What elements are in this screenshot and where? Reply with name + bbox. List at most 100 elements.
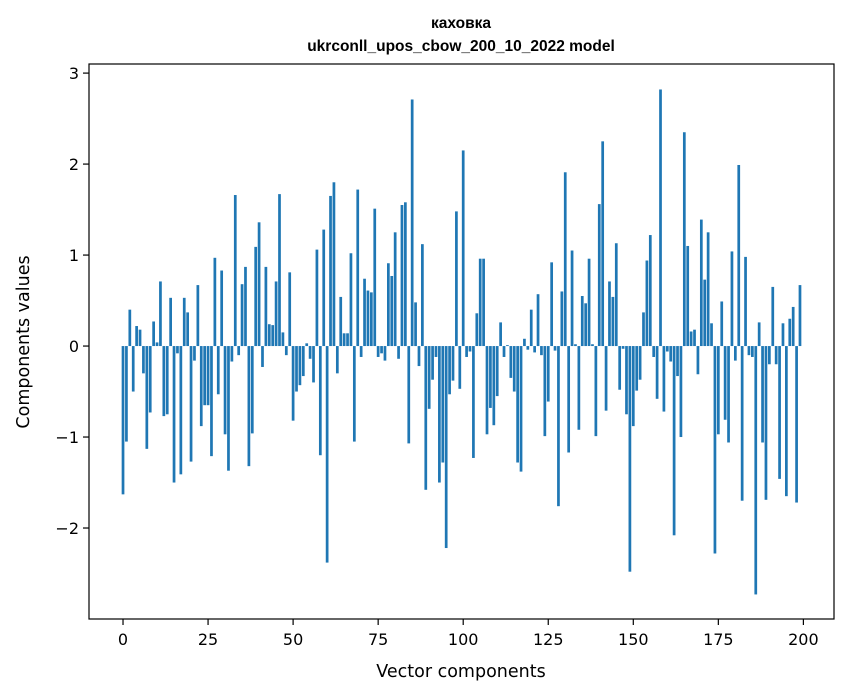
bar-16: [176, 346, 179, 354]
bar-151: [635, 346, 639, 391]
bar-51: [295, 346, 298, 392]
bar-136: [584, 303, 588, 347]
bar-34: [237, 346, 241, 356]
bar-45: [274, 281, 278, 347]
bar-87: [417, 346, 421, 367]
bar-43: [267, 324, 271, 347]
plot-frame: [88, 63, 835, 620]
bar-134: [577, 346, 581, 430]
bar-119: [526, 346, 530, 350]
chart-subtitle: ukrconll_upos_cbow_200_10_2022 model: [307, 38, 615, 55]
bar-171: [703, 279, 707, 347]
bar-66: [346, 333, 349, 347]
bar-178: [727, 346, 730, 443]
bar-11: [159, 281, 162, 347]
bar-72: [366, 290, 370, 347]
bar-103: [472, 346, 475, 458]
bar-27: [213, 257, 217, 347]
bar-97: [451, 346, 455, 381]
bar-29: [220, 270, 224, 347]
bar-107: [485, 346, 489, 435]
bar-187: [757, 322, 761, 347]
bar-70: [359, 346, 363, 357]
bar-10: [155, 342, 159, 347]
bar-189: [764, 346, 768, 500]
bar-120: [529, 309, 533, 347]
bar-71: [363, 278, 366, 347]
y-tick-label: 0: [69, 337, 79, 356]
bar-73: [369, 292, 373, 347]
bar-35: [240, 284, 244, 347]
bar-175: [716, 346, 720, 435]
bar-77: [383, 346, 387, 361]
bar-147: [621, 346, 625, 349]
bar-89: [424, 346, 428, 490]
bar-118: [523, 338, 526, 347]
bar-74: [373, 208, 377, 347]
bar-88: [421, 244, 424, 347]
bar-198: [795, 346, 798, 503]
bar-133: [574, 344, 577, 347]
bar-195: [785, 346, 788, 497]
bar-65: [342, 333, 346, 347]
bar-179: [730, 251, 734, 347]
bar-126: [550, 262, 554, 347]
bar-197: [791, 306, 795, 347]
bar-96: [448, 346, 451, 395]
bar-67: [349, 253, 353, 347]
bar-14: [169, 297, 172, 347]
bar-59: [322, 229, 326, 347]
bar-82: [400, 205, 404, 347]
bar-166: [686, 245, 690, 347]
bar-188: [761, 346, 764, 443]
bar-177: [723, 346, 727, 420]
bar-186: [754, 346, 758, 595]
bar-160: [665, 346, 669, 352]
bar-86: [414, 302, 417, 347]
bar-21: [193, 346, 196, 361]
bar-190: [768, 346, 771, 365]
bar-153: [642, 312, 645, 347]
bar-173: [710, 323, 713, 347]
bar-161: [669, 346, 673, 362]
bar-135: [580, 296, 584, 347]
bar-63: [335, 346, 339, 374]
bar-181: [737, 164, 741, 347]
bar-124: [543, 346, 547, 437]
bar-105: [478, 258, 482, 347]
bar-80: [393, 232, 397, 347]
bar-141: [601, 141, 605, 347]
bar-99: [458, 346, 462, 389]
bar-199: [798, 285, 802, 347]
bar-150: [631, 346, 635, 427]
bar-6: [142, 346, 145, 374]
bar-30: [223, 346, 227, 435]
bar-196: [788, 318, 792, 347]
bar-0: [121, 346, 125, 495]
bar-116: [516, 346, 519, 463]
bar-109: [492, 346, 496, 426]
bar-193: [778, 346, 781, 479]
bar-25: [206, 346, 210, 406]
x-tick-label: 175: [703, 630, 734, 649]
bar-138: [591, 344, 594, 347]
bar-61: [329, 195, 332, 347]
bar-92: [434, 346, 438, 357]
bar-37: [247, 346, 251, 467]
y-tick-label: −1: [55, 428, 79, 447]
bar-55: [308, 346, 312, 359]
bar-31: [227, 346, 230, 471]
bar-81: [397, 346, 400, 359]
bar-46: [278, 194, 281, 347]
bar-131: [567, 346, 571, 453]
bar-102: [468, 346, 472, 352]
bar-2: [128, 309, 132, 347]
bar-84: [407, 346, 411, 444]
bar-152: [638, 346, 642, 380]
bar-64: [339, 296, 343, 347]
bar-1: [125, 346, 128, 442]
bar-100: [461, 150, 465, 347]
bar-121: [533, 346, 536, 353]
bar-157: [655, 346, 659, 399]
bar-36: [244, 266, 247, 347]
